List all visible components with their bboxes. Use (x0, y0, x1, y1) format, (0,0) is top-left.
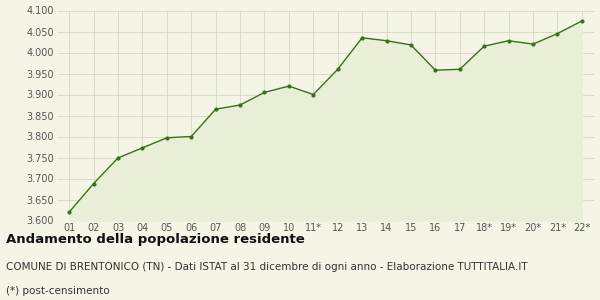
Point (577, 19, 587, 23)
Point (406, 43, 416, 47)
Point (260, 90, 269, 95)
Point (455, 67, 464, 72)
Point (553, 31, 562, 36)
Point (235, 103, 245, 107)
Point (89, 181, 98, 186)
Point (333, 67, 343, 72)
Point (504, 38, 514, 43)
Text: (*) post-censimento: (*) post-censimento (6, 286, 110, 296)
Point (382, 38, 391, 43)
Point (137, 146, 147, 150)
Point (113, 155, 123, 160)
Point (528, 42, 538, 46)
Point (479, 44, 489, 49)
Point (358, 35, 367, 40)
Point (431, 68, 440, 73)
Text: COMUNE DI BRENTONICO (TN) - Dati ISTAT al 31 dicembre di ogni anno - Elaborazion: COMUNE DI BRENTONICO (TN) - Dati ISTAT a… (6, 262, 527, 272)
Point (211, 107, 220, 112)
Point (308, 92, 318, 97)
Point (162, 135, 172, 140)
Text: Andamento della popolazione residente: Andamento della popolazione residente (6, 232, 305, 245)
Point (187, 134, 196, 139)
Point (284, 84, 293, 88)
Point (64, 210, 74, 214)
